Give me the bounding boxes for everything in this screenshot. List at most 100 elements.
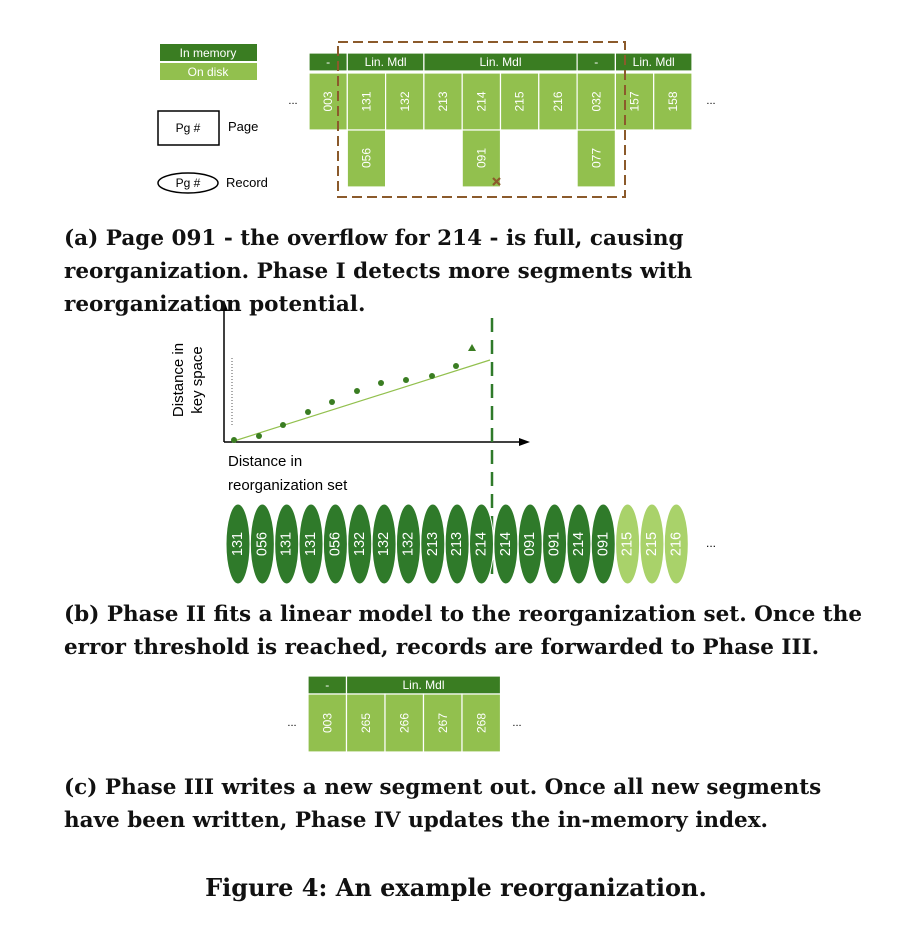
record-point (403, 377, 409, 383)
page-box (385, 72, 425, 131)
page-number: 213 (436, 91, 450, 111)
segment-header-label: - (325, 678, 329, 692)
overflow-page-box (346, 129, 387, 188)
y-axis-label-line1: Distance in (170, 343, 187, 417)
segment-header (614, 52, 693, 72)
legend-page-label: Page (228, 119, 258, 134)
record-label: 131 (303, 532, 319, 556)
record-label: 215 (620, 532, 636, 556)
page-number: 003 (320, 713, 334, 733)
panel-c-ellipsis-right: ... (512, 717, 521, 729)
record-label: 215 (644, 532, 660, 556)
segment-header-label: Lin. Mdl (633, 55, 675, 69)
record-label: 091 (595, 532, 611, 556)
page-box (538, 72, 578, 131)
full-marker-icon (492, 177, 501, 186)
record-point (231, 437, 237, 443)
y-axis-label-line2: key space (189, 346, 206, 414)
legend-record-ellipse (157, 172, 219, 194)
panel-c-ellipsis-left: ... (287, 717, 296, 729)
record-point (429, 373, 435, 379)
record-label: 216 (668, 532, 684, 556)
record-point (354, 388, 360, 394)
page-number: 131 (359, 91, 373, 111)
panel-c-caption: (c) Phase III writes a new segment out. … (64, 775, 822, 833)
record-label: 132 (400, 532, 416, 556)
segment-header-label: Lin. Mdl (365, 55, 407, 69)
page-box (461, 693, 502, 753)
legend-record-ellipse-text: Pg # (176, 176, 201, 190)
page-number: 132 (398, 91, 412, 111)
legend-on-disk-swatch (160, 63, 257, 80)
record-label: 213 (425, 532, 441, 556)
page-number: 216 (551, 91, 565, 111)
record-label: 056 (254, 532, 270, 556)
page-box (422, 693, 463, 753)
page-number: 265 (359, 713, 373, 733)
page-number: 267 (436, 713, 450, 733)
record-label: 091 (547, 532, 563, 556)
segment-header-label: Lin. Mdl (479, 55, 521, 69)
legend: In memory On disk Pg # Page Pg # Record (157, 44, 268, 194)
page-number: 215 (513, 91, 527, 111)
page-number: 268 (474, 713, 488, 733)
legend-record-label: Record (226, 175, 268, 190)
panel-c-new-segment: - Lin. Mdl 003 265 266 267 268 ... ... (287, 675, 522, 753)
record-label: 091 (522, 532, 538, 556)
legend-page-box-text: Pg # (176, 121, 201, 135)
record-label: 132 (352, 532, 368, 556)
overflow-page-number: 056 (359, 148, 373, 168)
figure-caption: Figure 4: An example reorganization. (205, 873, 707, 902)
overflow-page-box (576, 129, 616, 188)
panel-a-ellipsis-right: ... (706, 95, 715, 107)
page-number: 214 (474, 91, 488, 111)
record-label: 214 (474, 532, 490, 556)
record-label: 131 (279, 532, 295, 556)
x-axis-label-line1: Distance in (228, 453, 302, 470)
record-label: 131 (230, 532, 246, 556)
page-number: 266 (397, 713, 411, 733)
record-point (305, 409, 311, 415)
linear-model-fit-line (233, 359, 491, 442)
record-label: 132 (376, 532, 392, 556)
page-number: 158 (666, 91, 680, 111)
record-point (453, 363, 459, 369)
page-number: 032 (589, 91, 603, 111)
page-box (614, 72, 655, 131)
page-box (499, 72, 540, 131)
panel-b-caption: (b) Phase II fits a linear model to the … (64, 602, 863, 660)
legend-on-disk-label: On disk (188, 65, 230, 79)
page-box (423, 72, 463, 131)
page-number: 157 (628, 91, 642, 111)
legend-in-memory-label: In memory (180, 46, 237, 60)
record-point (329, 399, 335, 405)
page-box (345, 693, 386, 753)
overflow-page-number: 077 (589, 148, 603, 168)
record-ellipse (663, 503, 689, 585)
segment-header-label: Lin. Mdl (402, 678, 444, 692)
segment-header-label: - (326, 55, 330, 69)
y-axis-arrow-icon (220, 300, 228, 311)
record-label: 214 (571, 532, 587, 556)
panel-b-chart: Distance in key space Distance in reorga… (170, 300, 716, 585)
record-point (256, 433, 262, 439)
legend-in-memory-swatch (160, 44, 257, 61)
reorganization-region-dashed-box (337, 41, 626, 198)
panel-a-ellipsis-left: ... (288, 95, 297, 107)
record-point (378, 380, 384, 386)
segment-header-label: - (594, 55, 598, 69)
overflow-page-number: 091 (474, 148, 488, 168)
record-label: 213 (449, 532, 465, 556)
error-threshold-point-triangle (468, 344, 476, 351)
record-point (280, 422, 286, 428)
x-axis-arrow-icon (519, 438, 530, 446)
record-label: 214 (498, 532, 514, 556)
legend-page-box (157, 110, 220, 146)
panel-b-ellipsis: ... (706, 536, 716, 550)
x-axis-label-line2: reorganization set (228, 477, 348, 494)
panel-a-segments: - Lin. Mdl Lin. Mdl - Lin. Mdl 003 131 132 213 2… (288, 41, 716, 198)
page-box (346, 72, 387, 131)
page-number: 003 (321, 91, 335, 111)
record-label: 056 (327, 532, 343, 556)
